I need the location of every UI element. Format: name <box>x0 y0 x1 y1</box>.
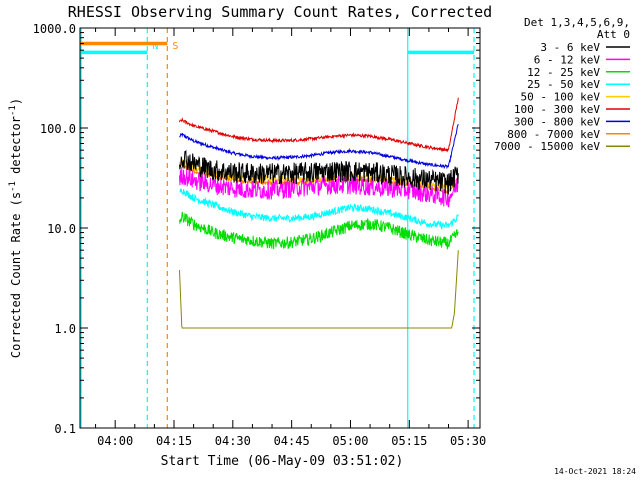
legend-label-3: 25 - 50 keV <box>527 78 600 91</box>
footer-timestamp: 14-Oct-2021 18:24 <box>554 467 636 476</box>
y-tick-label-3: 100.0 <box>40 122 76 136</box>
axes: 04:00 04:15 04:30 04:45 05:00 05:15 05:30 0.1 1… <box>33 22 487 448</box>
series-line-2 <box>178 211 459 250</box>
y-axis-label: Corrected Count Rate (s-1 detector-1) <box>8 98 23 358</box>
legend-label-8: 7000 - 15000 keV <box>494 140 600 153</box>
x-tick-label-6: 05:30 <box>450 434 486 448</box>
y-axis-ticks: 0.1 1.0 10.0 100.0 1000.0 <box>33 22 480 436</box>
legend-label-1: 6 - 12 keV <box>534 53 601 66</box>
plot-frame <box>79 27 481 429</box>
y-axis-label-sup2: -1 <box>8 105 18 116</box>
x-axis-ticks: 04:00 04:15 04:30 04:45 05:00 05:15 05:30 <box>95 28 486 448</box>
x-tick-label-3: 04:45 <box>274 434 310 448</box>
legend-label-2: 12 - 25 keV <box>527 66 600 79</box>
legend-label-5: 100 - 300 keV <box>514 103 600 116</box>
series-line-8 <box>178 250 459 329</box>
legend-header-line-2: Att 0 <box>597 28 630 41</box>
x-tick-label-1: 04:15 <box>156 434 192 448</box>
x-axis-label: Start Time (06-May-09 03:51:02) <box>161 454 404 469</box>
x-tick-label-2: 04:30 <box>215 434 251 448</box>
y-axis-label-mid: detector <box>9 116 23 181</box>
legend-label-6: 300 - 800 keV <box>514 115 600 128</box>
series-line-3 <box>179 188 459 230</box>
y-axis-label-prefix: Corrected Count Rate (s <box>9 192 23 358</box>
y-axis-label-suffix: ) <box>9 98 23 105</box>
legend-label-7: 800 - 7000 keV <box>507 128 600 141</box>
series-line-0 <box>178 149 459 196</box>
y-tick-label-0: 0.1 <box>54 422 76 436</box>
y-tick-label-1: 1.0 <box>54 322 76 336</box>
y-axis-label-sup: -1 <box>8 181 18 192</box>
legend-label-4: 50 - 100 keV <box>521 91 601 104</box>
legend-label-0: 3 - 6 keV <box>540 41 600 54</box>
event-label-2: S <box>172 41 178 52</box>
x-tick-label-4: 05:00 <box>332 434 368 448</box>
event-label-1: N <box>152 41 158 52</box>
x-tick-label-0: 04:00 <box>97 434 133 448</box>
y-tick-label-2: 10.0 <box>47 222 76 236</box>
series-line-6 <box>179 124 459 170</box>
y-tick-label-4: 1000.0 <box>33 22 76 36</box>
series-line-5 <box>179 97 459 153</box>
legend-header-line-1: Det 1,3,4,5,6,9, <box>524 16 630 29</box>
chart-title: RHESSI Observing Summary Count Rates, Co… <box>68 3 492 21</box>
x-tick-label-5: 05:15 <box>391 434 427 448</box>
